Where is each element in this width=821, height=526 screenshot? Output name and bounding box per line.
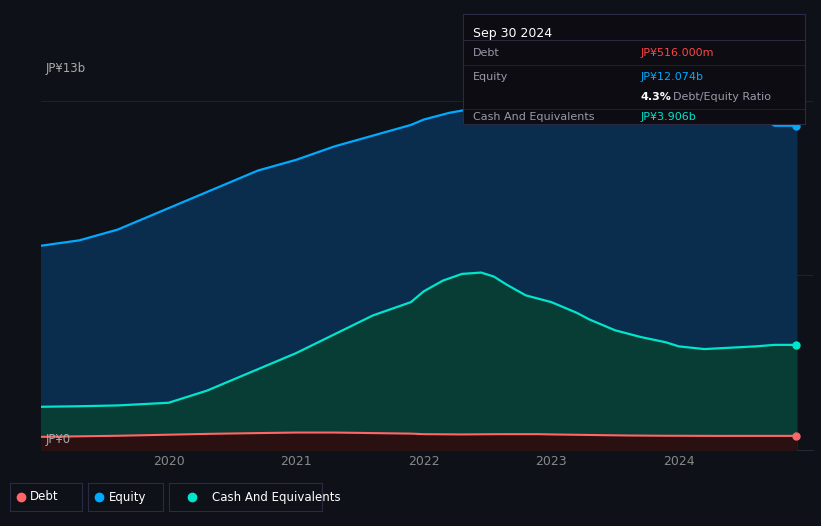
Text: JP¥13b: JP¥13b [45, 62, 85, 75]
Text: JP¥516.000m: JP¥516.000m [641, 48, 714, 58]
Point [790, 122, 803, 130]
Text: JP¥12.074b: JP¥12.074b [641, 72, 704, 82]
Text: Cash And Equivalents: Cash And Equivalents [473, 112, 594, 122]
Text: Equity: Equity [109, 491, 146, 503]
Text: Cash And Equivalents: Cash And Equivalents [212, 491, 341, 503]
Point [790, 432, 803, 440]
Text: Debt: Debt [473, 48, 500, 58]
Text: Sep 30 2024: Sep 30 2024 [473, 27, 553, 40]
Text: Debt/Equity Ratio: Debt/Equity Ratio [673, 92, 772, 102]
Text: Equity: Equity [473, 72, 509, 82]
Text: JP¥0: JP¥0 [45, 433, 71, 446]
Point [790, 341, 803, 349]
Text: JP¥3.906b: JP¥3.906b [641, 112, 696, 122]
Text: Debt: Debt [30, 491, 59, 503]
Text: 4.3%: 4.3% [641, 92, 672, 102]
